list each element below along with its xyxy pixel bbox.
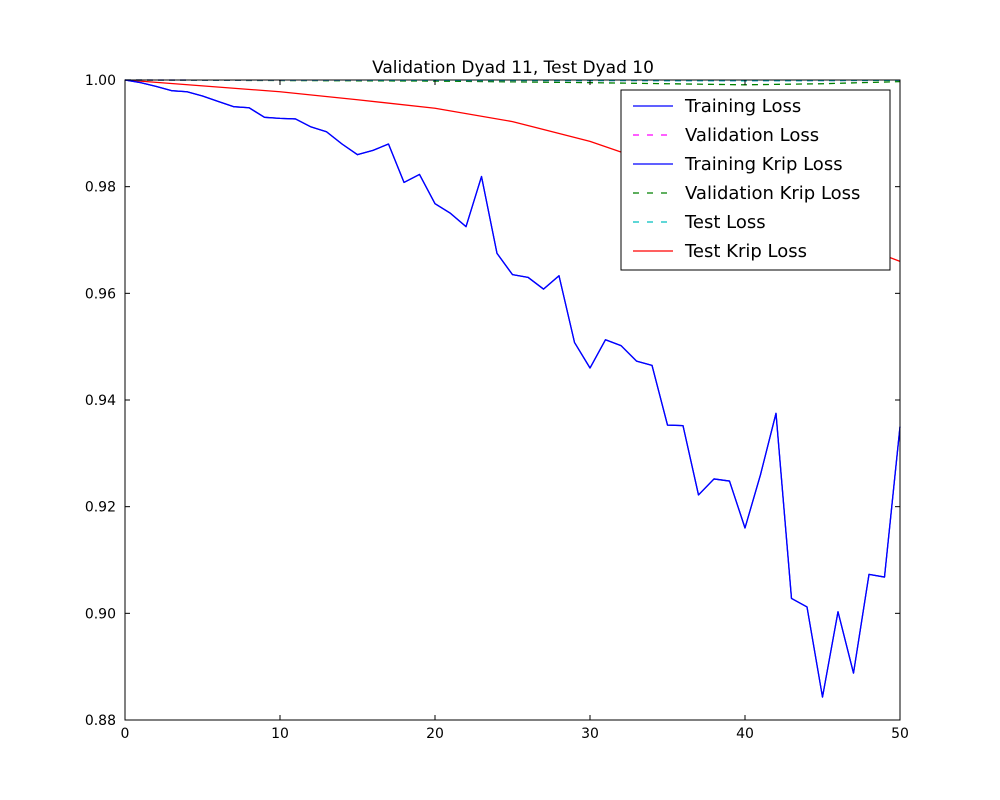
legend-box bbox=[620, 89, 891, 271]
legend-label: Test Krip Loss bbox=[684, 241, 807, 262]
series-line-validation-krip-loss bbox=[124, 79, 901, 86]
y-tick-label: 0.90 bbox=[85, 606, 116, 622]
y-tick-label: 0.94 bbox=[85, 393, 116, 409]
x-tick-label: 10 bbox=[271, 726, 289, 742]
chart-title: Validation Dyad 11, Test Dyad 10 bbox=[372, 58, 654, 78]
legend: Training Loss Validation Loss Training Kri… bbox=[620, 89, 891, 271]
x-tick-label: 30 bbox=[581, 726, 599, 742]
legend-label: Training Loss bbox=[684, 96, 801, 117]
x-tick-label: 50 bbox=[891, 726, 909, 742]
legend-label: Validation Loss bbox=[685, 125, 819, 146]
x-tick-label: 20 bbox=[426, 726, 444, 742]
y-tick-label: 1.00 bbox=[85, 73, 116, 89]
legend-label: Validation Krip Loss bbox=[685, 183, 860, 204]
y-tick-label: 0.96 bbox=[85, 286, 116, 302]
series-line-training-krip-loss bbox=[124, 79, 901, 698]
legend-label: Training Krip Loss bbox=[684, 154, 843, 175]
y-tick-label: 0.98 bbox=[85, 180, 116, 196]
y-tick-label: 0.88 bbox=[85, 713, 116, 729]
ticks-layer: 0 10 20 30 40 50 0.88 0.90 0.92 0.94 0.96 0.98 1.00 bbox=[85, 73, 909, 742]
x-tick-label: 0 bbox=[121, 726, 130, 742]
y-tick-label: 0.92 bbox=[85, 500, 116, 516]
legend-label: Test Loss bbox=[684, 212, 766, 233]
x-tick-label: 40 bbox=[736, 726, 754, 742]
